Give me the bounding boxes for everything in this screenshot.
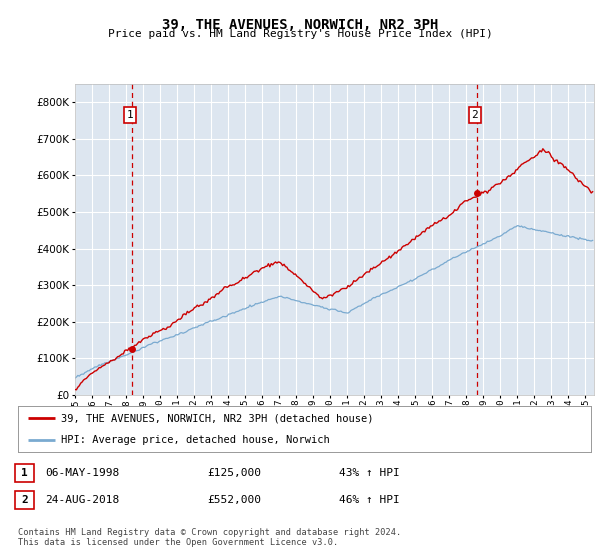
Text: Price paid vs. HM Land Registry's House Price Index (HPI): Price paid vs. HM Land Registry's House … [107,29,493,39]
Text: HPI: Average price, detached house, Norwich: HPI: Average price, detached house, Norw… [61,435,330,445]
Text: £125,000: £125,000 [207,468,261,478]
Text: 46% ↑ HPI: 46% ↑ HPI [339,495,400,505]
Text: 2: 2 [472,110,478,120]
Text: 43% ↑ HPI: 43% ↑ HPI [339,468,400,478]
Text: Contains HM Land Registry data © Crown copyright and database right 2024.
This d: Contains HM Land Registry data © Crown c… [18,528,401,547]
Text: £552,000: £552,000 [207,495,261,505]
Text: 1: 1 [21,468,28,478]
Text: 2: 2 [21,495,28,505]
Text: 24-AUG-2018: 24-AUG-2018 [45,495,119,505]
Text: 1: 1 [127,110,133,120]
Text: 06-MAY-1998: 06-MAY-1998 [45,468,119,478]
Text: 39, THE AVENUES, NORWICH, NR2 3PH: 39, THE AVENUES, NORWICH, NR2 3PH [162,18,438,32]
Text: 39, THE AVENUES, NORWICH, NR2 3PH (detached house): 39, THE AVENUES, NORWICH, NR2 3PH (detac… [61,413,373,423]
